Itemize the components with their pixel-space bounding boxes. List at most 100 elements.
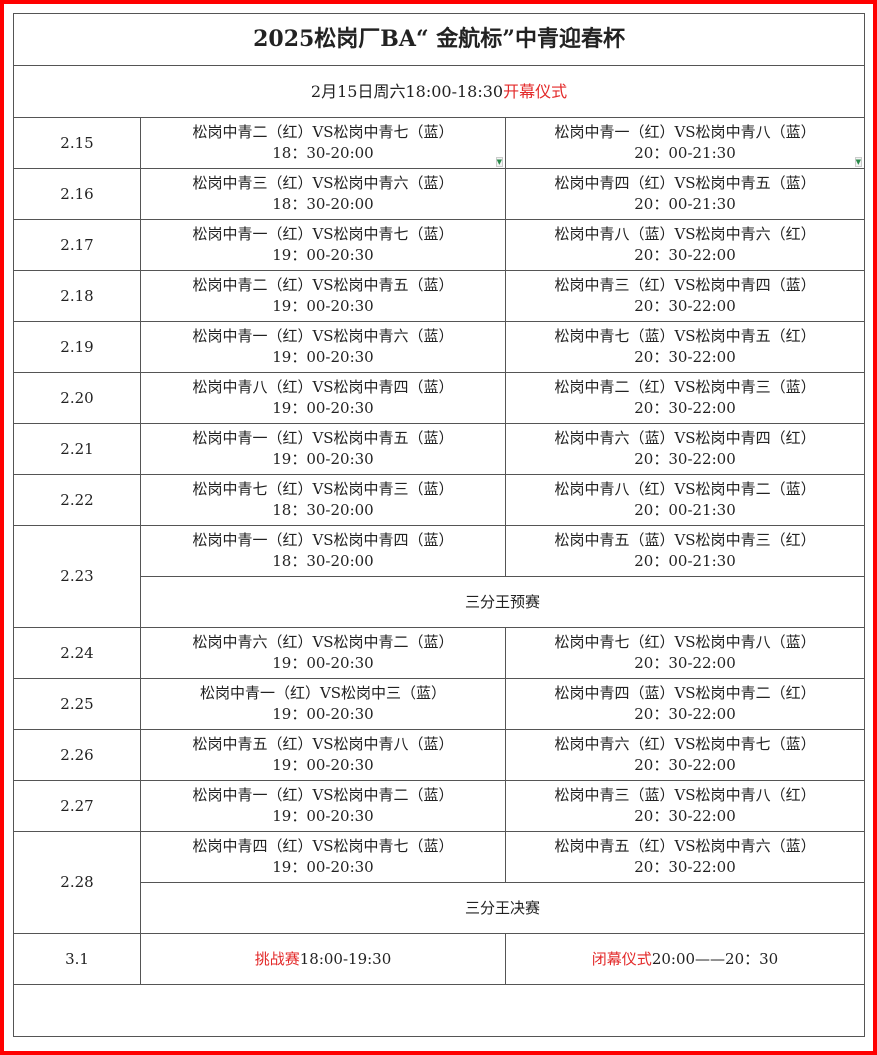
date-cell: 2.15 bbox=[13, 117, 141, 169]
match-time: 20：30-22:00 bbox=[634, 297, 736, 315]
game-cell[interactable]: 松岗中青六（蓝）VS松岗中青四（红） 20：30-22:00 bbox=[504, 423, 866, 475]
game-cell[interactable]: 松岗中青二（红）VS松岗中青三（蓝） 20：30-22:00 bbox=[504, 372, 866, 424]
schedule-row: 2.17 松岗中青一（红）VS松岗中青七（蓝） 19：00-20:30 松岗中青八（蓝… bbox=[13, 219, 866, 271]
match-text: 松岗中青一（红）VS松岗中青八（蓝） bbox=[554, 123, 816, 141]
match-time: 20：30-22:00 bbox=[634, 654, 736, 672]
match-text: 松岗中青一（红）VS松岗中青二（蓝） bbox=[192, 786, 454, 804]
match-time: 20：00-21:30 bbox=[634, 552, 736, 570]
match-time: 20：30-22:00 bbox=[634, 858, 736, 876]
date-cell: 2.16 bbox=[13, 168, 141, 220]
game-cell[interactable]: 松岗中青三（红）VS松岗中青六（蓝） 18：30-20:00 bbox=[140, 168, 506, 220]
match-time: 20：30-22:00 bbox=[634, 807, 736, 825]
date-cell: 2.21 bbox=[13, 423, 141, 475]
game-cell[interactable]: 松岗中青五（蓝）VS松岗中青三（红） 20：00-21:30 bbox=[504, 525, 866, 577]
date-cell: 3.1 bbox=[13, 933, 141, 985]
schedule-row: 2.24 松岗中青六（红）VS松岗中青二（蓝） 19：00-20:30 松岗中青七（红… bbox=[13, 627, 866, 679]
match-text: 松岗中青二（红）VS松岗中青三（蓝） bbox=[554, 378, 816, 396]
schedule-row: 2.25 松岗中青一（红）VS松岗中三（蓝） 19：00-20:30 松岗中青四（蓝）… bbox=[13, 678, 866, 730]
match-text: 松岗中青二（红）VS松岗中青七（蓝） bbox=[192, 123, 454, 141]
game-cell[interactable]: 松岗中青一（红）VS松岗中青六（蓝） 19：00-20:30 bbox=[140, 321, 506, 373]
match-text: 松岗中青四（红）VS松岗中青七（蓝） bbox=[192, 837, 454, 855]
final-day-row: 3.1 挑战赛18:00-19:30 闭幕仪式20:00——20：30 bbox=[13, 933, 866, 985]
date-cell: 2.26 bbox=[13, 729, 141, 781]
date-cell: 2.17 bbox=[13, 219, 141, 271]
empty-row bbox=[12, 984, 866, 1037]
match-text: 松岗中青一（红）VS松岗中三（蓝） bbox=[199, 684, 447, 702]
game-cell[interactable]: 松岗中青三（蓝）VS松岗中青八（红） 20：30-22:00 bbox=[504, 780, 866, 832]
game-cell[interactable]: 松岗中青一（红）VS松岗中青四（蓝） 18：30-20:00 bbox=[140, 525, 506, 577]
match-text: 松岗中青四（蓝）VS松岗中青二（红） bbox=[554, 684, 816, 702]
match-text: 松岗中青五（红）VS松岗中青六（蓝） bbox=[554, 837, 816, 855]
match-text: 松岗中青四（红）VS松岗中青五（蓝） bbox=[554, 174, 816, 192]
match-time: 18：30-20:00 bbox=[272, 552, 374, 570]
game-cell[interactable]: 松岗中青四（红）VS松岗中青五（蓝） 20：00-21:30 bbox=[504, 168, 866, 220]
match-time: 20：30-22:00 bbox=[634, 705, 736, 723]
match-text: 松岗中青三（红）VS松岗中青四（蓝） bbox=[554, 276, 816, 294]
match-time: 19：00-20:30 bbox=[272, 654, 374, 672]
match-text: 松岗中青八（蓝）VS松岗中青六（红） bbox=[554, 225, 816, 243]
schedule-row: 2.18 松岗中青二（红）VS松岗中青五（蓝） 19：00-20:30 松岗中青三（红… bbox=[13, 270, 866, 322]
match-text: 松岗中青五（蓝）VS松岗中青三（红） bbox=[554, 531, 816, 549]
game-cell[interactable]: 松岗中青六（红）VS松岗中青二（蓝） 19：00-20:30 bbox=[140, 627, 506, 679]
game-cell[interactable]: 松岗中青八（红）VS松岗中青二（蓝） 20：00-21:30 bbox=[504, 474, 866, 526]
match-time: 19：00-20:30 bbox=[272, 297, 374, 315]
game-cell[interactable]: 松岗中青五（红）VS松岗中青八（蓝） 19：00-20:30 bbox=[140, 729, 506, 781]
match-time: 19：00-20:30 bbox=[272, 399, 374, 417]
game-cell[interactable]: 松岗中青一（红）VS松岗中青五（蓝） 19：00-20:30 bbox=[140, 423, 506, 475]
date-cell: 2.25 bbox=[13, 678, 141, 730]
match-time: 20：30-22:00 bbox=[634, 246, 736, 264]
match-time: 19：00-20:30 bbox=[272, 807, 374, 825]
match-time: 19：00-20:30 bbox=[272, 705, 374, 723]
date-cell: 2.24 bbox=[13, 627, 141, 679]
closing-label: 闭幕仪式 bbox=[591, 949, 652, 968]
match-time: 20：00-21:30 bbox=[634, 195, 736, 213]
date-cell: 2.22 bbox=[13, 474, 141, 526]
match-time: 19：00-20:30 bbox=[272, 858, 374, 876]
challenge-time: 18:00-19:30 bbox=[299, 949, 392, 968]
match-time: 19：00-20:30 bbox=[272, 246, 374, 264]
game-cell[interactable]: 松岗中青七（红）VS松岗中青三（蓝） 18：30-20:00 bbox=[140, 474, 506, 526]
schedule-row: 2.26 松岗中青五（红）VS松岗中青八（蓝） 19：00-20:30 松岗中青六（红… bbox=[13, 729, 866, 781]
date-cell: 2.20 bbox=[13, 372, 141, 424]
match-time: 20：30-22:00 bbox=[634, 348, 736, 366]
date-cell: 2.19 bbox=[13, 321, 141, 373]
game-cell[interactable]: 松岗中青二（红）VS松岗中青七（蓝） 18：30-20:00 ▼ bbox=[140, 117, 506, 169]
game-cell[interactable]: 松岗中青一（红）VS松岗中青八（蓝） 20：00-21:30 ▼ bbox=[504, 117, 866, 169]
game-cell[interactable]: 松岗中青四（红）VS松岗中青七（蓝） 19：00-20:30 bbox=[140, 831, 506, 883]
match-text: 松岗中青六（红）VS松岗中青二（蓝） bbox=[192, 633, 454, 651]
match-time: 19：00-20:30 bbox=[272, 756, 374, 774]
match-time: 20：00-21:30 bbox=[634, 144, 736, 162]
match-text: 松岗中青七（蓝）VS松岗中青五（红） bbox=[554, 327, 816, 345]
challenge-cell: 挑战赛18:00-19:30 bbox=[140, 933, 506, 985]
match-time: 18：30-20:00 bbox=[272, 501, 374, 519]
dropdown-arrow-icon[interactable]: ▼ bbox=[495, 157, 503, 167]
game-cell[interactable]: 松岗中青一（红）VS松岗中三（蓝） 19：00-20:30 bbox=[140, 678, 506, 730]
game-cell[interactable]: 松岗中青七（蓝）VS松岗中青五（红） 20：30-22:00 bbox=[504, 321, 866, 373]
match-time: 20：00-21:30 bbox=[634, 501, 736, 519]
match-time: 20：30-22:00 bbox=[634, 756, 736, 774]
game-cell[interactable]: 松岗中青二（红）VS松岗中青五（蓝） 19：00-20:30 bbox=[140, 270, 506, 322]
schedule-row: 2.27 松岗中青一（红）VS松岗中青二（蓝） 19：00-20:30 松岗中青三（蓝… bbox=[13, 780, 866, 832]
game-cell[interactable]: 松岗中青一（红）VS松岗中青二（蓝） 19：00-20:30 bbox=[140, 780, 506, 832]
game-cell[interactable]: 松岗中青三（红）VS松岗中青四（蓝） 20：30-22:00 bbox=[504, 270, 866, 322]
game-cell[interactable]: 松岗中青四（蓝）VS松岗中青二（红） 20：30-22:00 bbox=[504, 678, 866, 730]
schedule-row: 2.20 松岗中青八（红）VS松岗中青四（蓝） 19：00-20:30 松岗中青二（红… bbox=[13, 372, 866, 424]
match-text: 松岗中青七（红）VS松岗中青三（蓝） bbox=[192, 480, 454, 498]
page-title: 2025松岗厂BA“ 金航标”中青迎春杯 bbox=[12, 13, 866, 66]
schedule-row: 2.22 松岗中青七（红）VS松岗中青三（蓝） 18：30-20:00 松岗中青八（红… bbox=[13, 474, 866, 526]
game-cell[interactable]: 松岗中青一（红）VS松岗中青七（蓝） 19：00-20:30 bbox=[140, 219, 506, 271]
closing-time: 20:00——20：30 bbox=[651, 949, 779, 968]
match-text: 松岗中青六（蓝）VS松岗中青四（红） bbox=[554, 429, 816, 447]
game-cell[interactable]: 松岗中青七（红）VS松岗中青八（蓝） 20：30-22:00 bbox=[504, 627, 866, 679]
game-cell[interactable]: 松岗中青八（红）VS松岗中青四（蓝） 19：00-20:30 bbox=[140, 372, 506, 424]
game-cell[interactable]: 松岗中青六（红）VS松岗中青七（蓝） 20：30-22:00 bbox=[504, 729, 866, 781]
match-text: 松岗中青六（红）VS松岗中青七（蓝） bbox=[554, 735, 816, 753]
game-cell[interactable]: 松岗中青五（红）VS松岗中青六（蓝） 20：30-22:00 bbox=[504, 831, 866, 883]
dropdown-arrow-icon[interactable]: ▼ bbox=[854, 157, 863, 167]
game-cell[interactable]: 松岗中青八（蓝）VS松岗中青六（红） 20：30-22:00 bbox=[504, 219, 866, 271]
match-text: 松岗中青一（红）VS松岗中青四（蓝） bbox=[192, 531, 454, 549]
schedule-row: 2.16 松岗中青三（红）VS松岗中青六（蓝） 18：30-20:00 松岗中青四（红… bbox=[13, 168, 866, 220]
schedule-table: 2025松岗厂BA“ 金航标”中青迎春杯 2月15日周六18:00-18:30开… bbox=[12, 13, 866, 1037]
date-cell: 2.27 bbox=[13, 780, 141, 832]
